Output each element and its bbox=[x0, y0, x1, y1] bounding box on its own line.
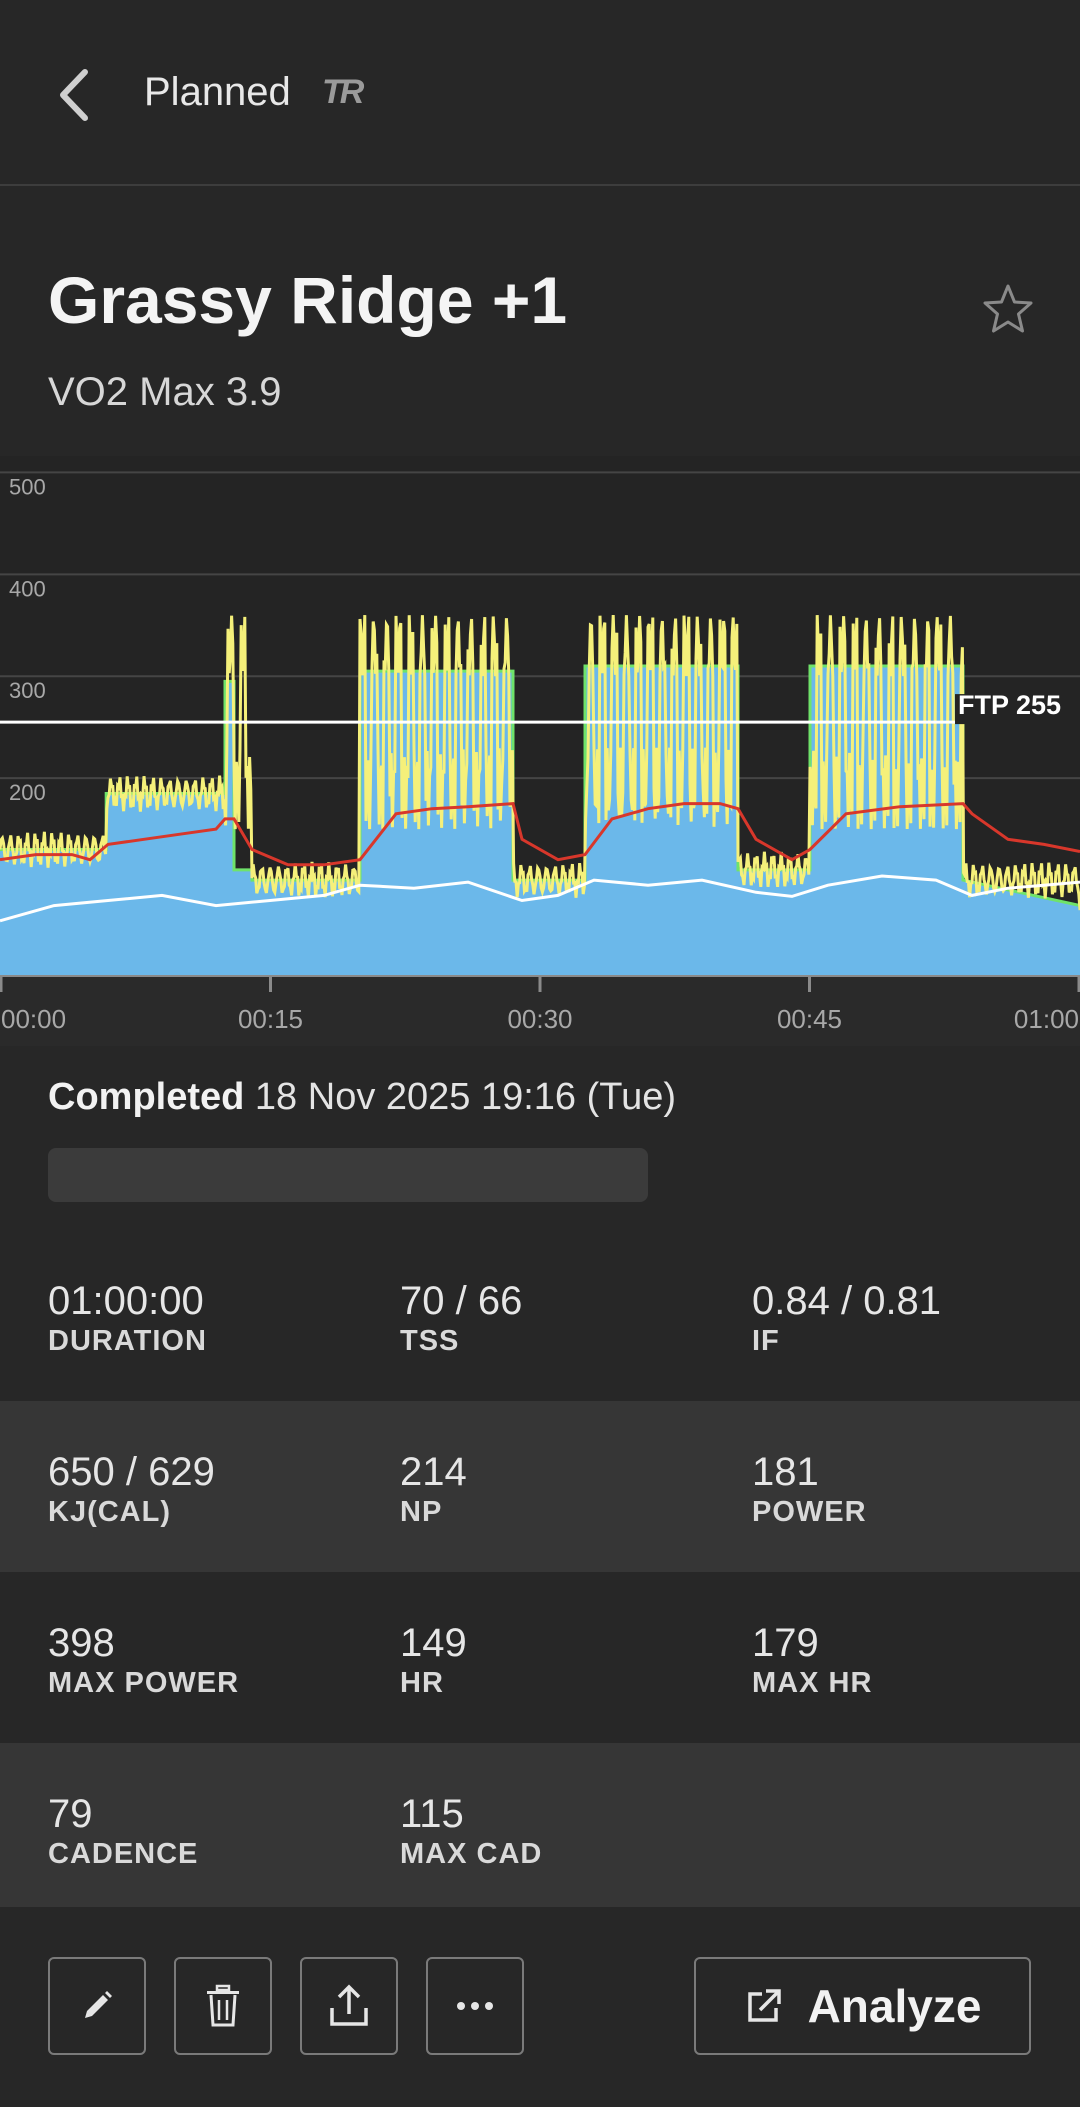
trainerroad-logo: TR bbox=[322, 73, 364, 111]
pencil-icon bbox=[85, 1991, 112, 2018]
stat-np: 214 NP bbox=[400, 1449, 467, 1529]
share-button[interactable] bbox=[300, 1957, 398, 2055]
stat-value: 179 bbox=[752, 1621, 819, 1665]
stat-if: 0.84 / 0.81 IF bbox=[752, 1278, 941, 1358]
stat-value: 214 bbox=[400, 1450, 467, 1494]
notes-bar[interactable] bbox=[48, 1148, 648, 1202]
stat-label: MAX HR bbox=[752, 1667, 873, 1699]
y-tick-label: 400 bbox=[9, 576, 46, 601]
stat-max-cad: 115 MAX CAD bbox=[400, 1791, 542, 1871]
stat-label: TSS bbox=[400, 1325, 460, 1357]
stat-label: HR bbox=[400, 1667, 444, 1699]
ftp-label-bg bbox=[955, 694, 1080, 725]
stat-value: 70 / 66 bbox=[400, 1279, 523, 1323]
stats-row: 01:00:00 DURATION 70 / 66 TSS 0.84 / 0.8… bbox=[0, 1230, 1080, 1401]
stat-label: MAX CAD bbox=[400, 1838, 543, 1870]
completed-info: Completed 18 Nov 2025 19:16 (Tue) bbox=[48, 1076, 676, 1119]
stat-kj: 650 / 629 KJ(CAL) bbox=[48, 1449, 215, 1529]
more-icon bbox=[457, 2002, 493, 2010]
stat-cadence: 79 CADENCE bbox=[48, 1791, 198, 1871]
stat-max-power: 398 MAX POWER bbox=[48, 1620, 239, 1700]
workout-chart: 500 400 300 200 FTP 255 00:00 00:15 00:30 00:4… bbox=[0, 456, 1080, 1046]
stat-label: DURATION bbox=[48, 1325, 207, 1357]
star-icon bbox=[983, 284, 1033, 333]
stat-label: NP bbox=[400, 1496, 443, 1528]
chevron-left-icon bbox=[60, 69, 88, 121]
action-bar: Analyze bbox=[0, 1908, 1080, 2107]
y-tick-label: 500 bbox=[9, 474, 46, 499]
stat-label: KJ(CAL) bbox=[48, 1496, 171, 1528]
more-button[interactable] bbox=[426, 1957, 524, 2055]
completed-label: Completed bbox=[48, 1076, 245, 1118]
edit-button[interactable] bbox=[48, 1957, 146, 2055]
x-tick-label: 00:30 bbox=[507, 1004, 572, 1034]
power-series-line bbox=[0, 615, 1080, 911]
stat-max-hr: 179 MAX HR bbox=[752, 1620, 872, 1700]
stats-row: 650 / 629 KJ(CAL) 214 NP 181 POWER bbox=[0, 1401, 1080, 1572]
workout-name: Grassy Ridge +1 bbox=[48, 263, 568, 337]
x-tick-label: 01:00 bbox=[1014, 1004, 1079, 1034]
cadence-series-line bbox=[0, 874, 1080, 923]
back-button[interactable] bbox=[40, 60, 110, 130]
stat-value: 398 bbox=[48, 1621, 115, 1665]
stat-value: 181 bbox=[752, 1450, 819, 1494]
delete-button[interactable] bbox=[174, 1957, 272, 2055]
external-link-icon bbox=[747, 1989, 781, 2022]
y-tick-label: 300 bbox=[9, 678, 46, 703]
power-chart-svg: 500 400 300 200 FTP 255 00:00 00:15 00:30 00:4… bbox=[0, 456, 1080, 1046]
share-icon bbox=[330, 1984, 368, 2026]
stat-label: CADENCE bbox=[48, 1838, 199, 1870]
stat-value: 0.84 / 0.81 bbox=[752, 1279, 942, 1323]
x-tick-label: 00:00 bbox=[1, 1004, 66, 1034]
stats-row: 79 CADENCE 115 MAX CAD bbox=[0, 1743, 1080, 1907]
trash-icon bbox=[207, 1984, 239, 2027]
stat-power: 181 POWER bbox=[752, 1449, 867, 1529]
stat-value: 115 bbox=[400, 1792, 464, 1836]
stats-row: 398 MAX POWER 149 HR 179 MAX HR bbox=[0, 1572, 1080, 1743]
analyze-button[interactable]: Analyze bbox=[694, 1957, 1031, 2055]
workout-category: VO2 Max 3.9 bbox=[48, 370, 282, 414]
analyze-label: Analyze bbox=[807, 1980, 982, 2032]
stat-value: 79 bbox=[48, 1792, 93, 1836]
page-title: Planned bbox=[144, 70, 291, 114]
stat-label: IF bbox=[752, 1325, 780, 1357]
stat-duration: 01:00:00 DURATION bbox=[48, 1278, 207, 1358]
stat-value: 650 / 629 bbox=[48, 1450, 215, 1494]
stat-label: MAX POWER bbox=[48, 1667, 240, 1699]
y-tick-label: 200 bbox=[9, 780, 46, 805]
completed-date: 18 Nov 2025 19:16 (Tue) bbox=[254, 1076, 677, 1118]
top-bar: Planned TR bbox=[0, 0, 1080, 186]
stat-value: 01:00:00 bbox=[48, 1279, 204, 1323]
favorite-button[interactable] bbox=[980, 282, 1036, 338]
stat-label: POWER bbox=[752, 1496, 867, 1528]
stats-grid: 01:00:00 DURATION 70 / 66 TSS 0.84 / 0.8… bbox=[0, 1230, 1080, 1907]
x-tick-label: 00:15 bbox=[238, 1004, 303, 1034]
stat-hr: 149 HR bbox=[400, 1620, 467, 1700]
heart-rate-series-line bbox=[0, 802, 1080, 867]
x-tick-label: 00:45 bbox=[777, 1004, 842, 1034]
ftp-label: FTP 255 bbox=[958, 690, 1061, 720]
stat-value: 149 bbox=[400, 1621, 467, 1665]
stat-tss: 70 / 66 TSS bbox=[400, 1278, 522, 1358]
